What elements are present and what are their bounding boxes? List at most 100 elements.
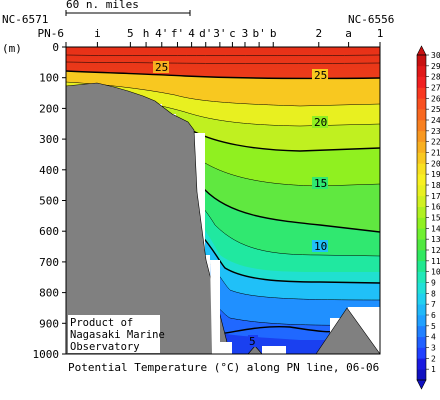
y-tick-label: 800 <box>39 287 59 300</box>
colorbar-tick-label: 22 <box>431 138 440 147</box>
station-label: 4' <box>155 27 168 40</box>
contour-label: 5 <box>249 335 256 348</box>
y-tick-label: 600 <box>39 225 59 238</box>
colorbar-swatch <box>417 217 426 229</box>
colorbar-top-arrow <box>416 45 427 56</box>
colorbar-swatch <box>417 185 426 197</box>
contour-label: 25 <box>155 61 168 74</box>
colorbar-tick-label: 27 <box>431 84 440 93</box>
nodata-small <box>262 346 286 354</box>
product-annotation: Product of Nagasaki Marine Observatory <box>68 315 165 353</box>
colorbar-tick-label: 29 <box>431 62 440 71</box>
contour-labels: 25 25 20 15 10 5 <box>153 61 328 348</box>
station-label: 4 <box>188 27 195 40</box>
colorbar-swatch <box>417 260 426 272</box>
colorbar-swatch <box>417 98 426 110</box>
station-axis: PN-6 i 5 h 4' f' 4 d' 3' c 3 b' b 2 a 1 <box>38 27 384 47</box>
y-tick-label: 300 <box>39 133 59 146</box>
colorbar-swatch <box>417 87 426 99</box>
station-label: c <box>229 27 236 40</box>
station-label: a <box>345 27 352 40</box>
nodata-mid <box>210 260 232 354</box>
colorbar-swatch <box>417 239 426 251</box>
y-tick-label: 500 <box>39 195 59 208</box>
y-axis: 0 100 200 300 400 500 600 700 800 900 1000 <box>33 41 66 361</box>
colorbar-swatch <box>417 347 426 359</box>
station-label: b <box>270 27 277 40</box>
y-axis-unit: (m) <box>2 42 22 55</box>
colorbar-swatch <box>417 130 426 142</box>
colorbar-swatch <box>417 228 426 240</box>
y-tick-label: 100 <box>39 72 59 85</box>
colorbar-tick-label: 7 <box>431 300 436 309</box>
colorbar-tick-label: 16 <box>431 203 440 212</box>
chart-title: Potential Temperature (°C) along PN line… <box>68 361 379 374</box>
station-label: d' <box>199 27 212 40</box>
y-tick-label: 200 <box>39 102 59 115</box>
contour-label: 10 <box>314 240 327 253</box>
colorbar-tick-label: 30 <box>431 51 440 60</box>
colorbar-swatch <box>417 120 426 132</box>
colorbar-swatch <box>417 250 426 262</box>
colorbar: 1234567891011121314151617181920212223242… <box>416 45 440 390</box>
station-label: PN-6 <box>38 27 65 40</box>
station-label: f' <box>171 27 184 40</box>
colorbar-swatch <box>417 325 426 337</box>
colorbar-swatch <box>417 206 426 218</box>
colorbar-tick-label: 25 <box>431 105 440 114</box>
y-tick-label: 400 <box>39 164 59 177</box>
annotation-line-1: Product of <box>70 317 133 329</box>
colorbar-tick-label: 28 <box>431 73 440 82</box>
station-left-id: NC-6571 <box>2 13 48 26</box>
y-tick-label: 1000 <box>33 348 60 361</box>
contour-label: 20 <box>314 116 327 129</box>
colorbar-swatch <box>417 76 426 88</box>
annotation-line-3: Observatory <box>70 341 140 353</box>
colorbar-tick-label: 20 <box>431 159 440 168</box>
colorbar-swatch <box>417 152 426 164</box>
contour-label: 25 <box>314 69 327 82</box>
colorbar-swatch <box>417 293 426 305</box>
colorbar-tick-label: 12 <box>431 246 440 255</box>
colorbar-bottom-arrow <box>416 379 427 390</box>
colorbar-swatch <box>417 109 426 121</box>
colorbar-swatch <box>417 271 426 283</box>
colorbar-tick-label: 21 <box>431 149 440 158</box>
colorbar-tick-label: 19 <box>431 170 440 179</box>
y-tick-label: 900 <box>39 317 59 330</box>
colorbar-swatch <box>417 304 426 316</box>
station-label: 1 <box>377 27 384 40</box>
colorbar-tick-label: 26 <box>431 94 440 103</box>
colorbar-swatch <box>417 358 426 370</box>
station-label: h <box>143 27 150 40</box>
station-label: b' <box>252 27 265 40</box>
station-label: 5 <box>127 27 134 40</box>
y-tick-label: 0 <box>52 41 59 54</box>
colorbar-tick-label: 8 <box>431 289 436 298</box>
annotation-line-2: Nagasaki Marine <box>70 329 165 341</box>
contour-label: 15 <box>314 177 327 190</box>
colorbar-tick-label: 23 <box>431 127 440 136</box>
colorbar-tick-label: 18 <box>431 181 440 190</box>
colorbar-swatch <box>417 163 426 175</box>
colorbar-swatch <box>417 195 426 207</box>
scale-label: 60 n. miles <box>66 0 139 11</box>
station-label: 3' <box>213 27 226 40</box>
colorbar-tick-label: 13 <box>431 235 440 244</box>
colorbar-tick-label: 15 <box>431 214 440 223</box>
colorbar-swatch <box>417 65 426 77</box>
colorbar-swatch <box>417 55 426 67</box>
colorbar-tick-label: 14 <box>431 224 440 233</box>
colorbar-tick-label: 6 <box>431 311 436 320</box>
colorbar-tick-label: 4 <box>431 333 436 342</box>
colorbar-tick-label: 1 <box>431 365 436 374</box>
colorbar-swatch <box>417 174 426 186</box>
scale-bar: 60 n. miles <box>65 0 191 16</box>
station-label: 2 <box>315 27 322 40</box>
colorbar-tick-label: 5 <box>431 322 436 331</box>
colorbar-tick-label: 11 <box>431 257 440 266</box>
colorbar-tick-label: 10 <box>431 268 440 277</box>
colorbar-tick-label: 17 <box>431 192 440 201</box>
colorbar-swatch <box>417 315 426 327</box>
